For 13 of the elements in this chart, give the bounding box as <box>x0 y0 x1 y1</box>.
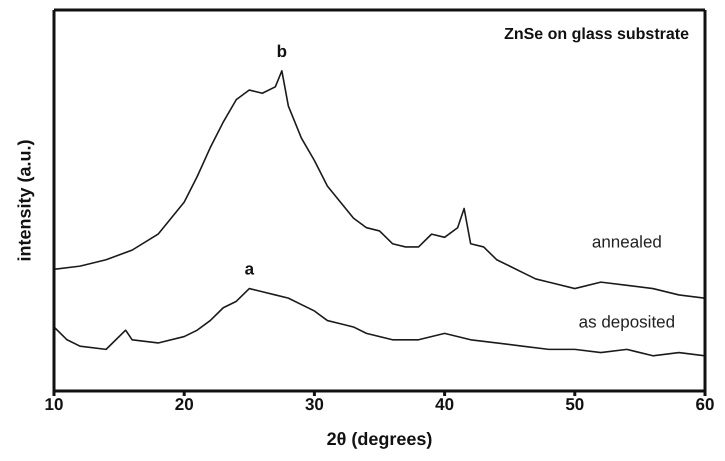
series-label: as deposited <box>578 312 676 332</box>
annotation: b <box>276 42 288 61</box>
annotation: a <box>244 260 255 279</box>
x-tick-label: 60 <box>696 395 714 414</box>
y-axis-title: intensity (a.u.) <box>14 139 34 262</box>
x-tick-label: 50 <box>565 395 584 414</box>
series-label: annealed <box>592 232 662 252</box>
x-tick-label: 40 <box>435 395 454 414</box>
x-tick-label: 20 <box>174 395 194 414</box>
x-axis-title: 2θ (degrees) <box>326 429 432 449</box>
x-tick-label: 10 <box>44 395 64 414</box>
text: ZnSe on glass substrate <box>504 26 689 44</box>
x-tick-label: 30 <box>304 395 324 414</box>
